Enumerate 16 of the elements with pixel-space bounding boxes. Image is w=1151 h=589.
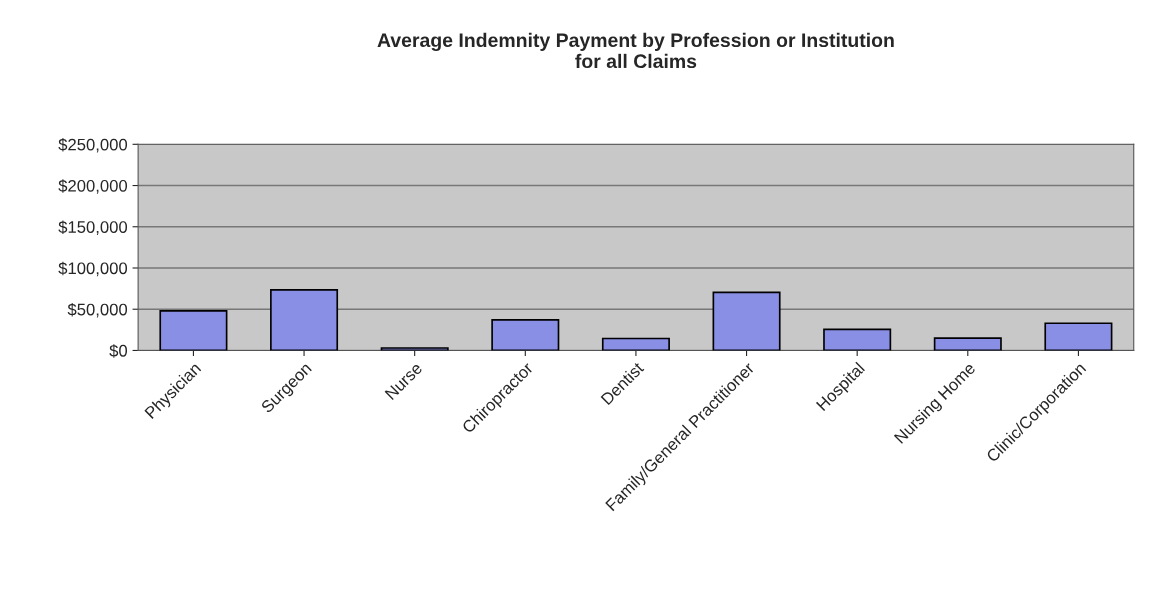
y-tick-label: $250,000 — [58, 138, 128, 153]
bar — [270, 289, 339, 351]
y-tick-label: $0 — [109, 344, 128, 358]
y-tick-label: $200,000 — [58, 179, 128, 194]
bar — [933, 337, 1002, 351]
bar — [823, 328, 892, 351]
bar — [1044, 322, 1113, 351]
y-tick-label: $150,000 — [58, 220, 128, 235]
bar — [491, 319, 560, 351]
bar — [601, 337, 670, 351]
bar — [159, 310, 228, 351]
y-tick-label: $100,000 — [58, 261, 128, 277]
chart-title: Average Indemnity Payment by Profession or Institution for all Claims — [377, 32, 894, 69]
y-tick-label: $50,000 — [67, 302, 128, 318]
bar — [380, 347, 449, 351]
bar — [712, 291, 781, 351]
